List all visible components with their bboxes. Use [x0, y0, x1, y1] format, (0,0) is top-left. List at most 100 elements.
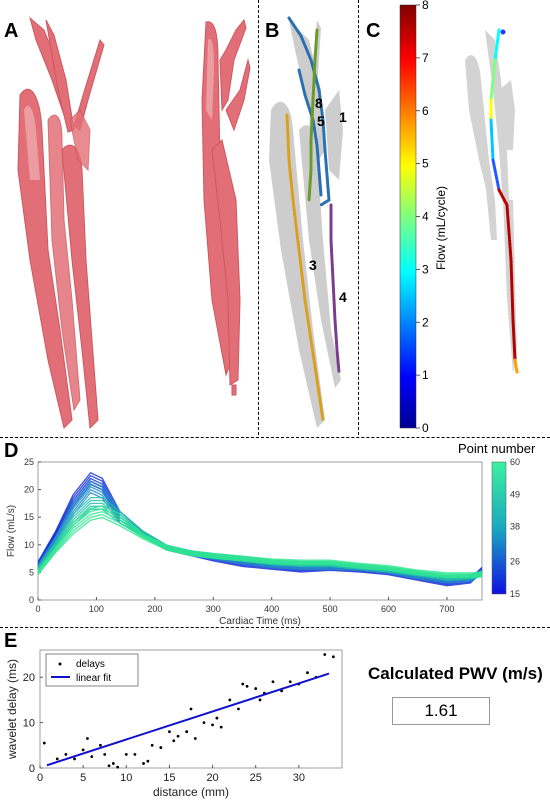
- divider-d-e: [0, 627, 550, 628]
- flow-colorbar-tick-label: 7: [422, 51, 429, 65]
- y-tick-label: 20: [23, 672, 35, 684]
- point-label-3: 3: [309, 257, 317, 273]
- flow-colorbar-tick-label: 3: [422, 262, 429, 276]
- y-tick-label: 25: [24, 457, 34, 467]
- delay-point: [116, 765, 120, 769]
- panel-label-d: D: [4, 440, 19, 462]
- x-tick-label: 5: [80, 772, 86, 784]
- delay-point: [172, 739, 176, 743]
- panel-label-a: A: [4, 20, 19, 42]
- divider-ab: [258, 0, 259, 435]
- delay-point: [150, 743, 154, 747]
- x-tick-label: 500: [323, 604, 338, 614]
- y-tick-label: 20: [24, 485, 34, 495]
- flow-curve-line: [37, 488, 483, 582]
- flow-colorbar-tick-label: 0: [422, 421, 429, 435]
- legend-delays-marker: [58, 662, 62, 666]
- panel-label-c: C: [366, 20, 381, 42]
- flow-colorbar-tick-label: 6: [422, 104, 429, 118]
- legend-delays-label: delays: [76, 659, 105, 670]
- delay-point: [215, 716, 219, 720]
- flow-colorbar-tick-label: 1: [422, 368, 429, 382]
- delay-point: [168, 730, 171, 734]
- vessel-render-a: [17, 16, 251, 430]
- y-tick-label: 10: [24, 540, 34, 550]
- delay-point: [245, 684, 249, 688]
- flow-curve-line: [37, 513, 483, 577]
- legend-fit-label: linear fit: [76, 673, 111, 684]
- delay-point: [211, 723, 214, 727]
- delay-point: [107, 764, 111, 768]
- delay-point: [103, 752, 107, 756]
- flow-curve-line: [37, 491, 483, 584]
- flow-colorbar-tick-label: 5: [422, 157, 429, 171]
- delay-point: [86, 737, 89, 740]
- point-colorbar-tick-label: 49: [510, 489, 520, 499]
- delay-point: [237, 707, 240, 711]
- flow-curve-line: [37, 516, 483, 579]
- delay-point: [73, 757, 76, 761]
- divider-top-d: [0, 437, 550, 438]
- x-tick-label: 100: [89, 604, 104, 614]
- delay-point: [159, 746, 163, 749]
- vessel-paths-b: 8 5 1 3 4: [269, 16, 347, 428]
- delay-point: [42, 741, 46, 745]
- delay-point: [288, 680, 292, 684]
- pwv-title: Calculated PWV (m/s): [368, 664, 543, 683]
- delay-point: [241, 682, 245, 686]
- pwv-value-box: 1.61: [392, 697, 490, 725]
- delay-point: [133, 752, 137, 756]
- y-axis-label: Flow (mL/s): [6, 505, 17, 557]
- flow-curve-line: [37, 505, 483, 574]
- x-tick-label: 20: [206, 772, 218, 784]
- delay-point: [219, 725, 223, 729]
- x-axis-label: distance (mm): [153, 785, 229, 799]
- flow-colorbar-label: Flow (mL/cycle): [434, 185, 448, 270]
- delay-point: [81, 748, 85, 752]
- delay-point: [64, 752, 68, 756]
- flow-colorbar-tick-label: 4: [422, 210, 429, 224]
- delay-point: [111, 762, 115, 765]
- point-colorbar-tick-label: 38: [510, 522, 520, 532]
- divider-bc: [358, 0, 359, 435]
- point-label-4: 4: [339, 289, 347, 305]
- point-label-5: 5: [317, 113, 325, 129]
- delay-point: [99, 743, 102, 747]
- x-tick-label: 25: [250, 772, 262, 784]
- delay-point: [189, 707, 193, 711]
- delay-point: [271, 680, 275, 684]
- x-axis-label: Cardiac Time (ms): [219, 616, 301, 627]
- x-tick-label: 30: [293, 772, 305, 784]
- y-axis-label: wavelet delay (ms): [5, 659, 19, 760]
- panel-label-b: B: [265, 20, 280, 42]
- legend-box: [45, 653, 139, 687]
- delay-point: [306, 671, 309, 675]
- x-tick-label: 700: [439, 604, 454, 614]
- delay-point: [185, 730, 189, 734]
- x-tick-label: 600: [381, 604, 396, 614]
- x-tick-label: 0: [35, 604, 40, 614]
- flow-colorbar-tick-label: 2: [422, 315, 429, 329]
- delay-point: [228, 698, 232, 702]
- flow-curve-line: [37, 510, 483, 576]
- point-label-8: 8: [315, 95, 323, 111]
- flow-colorbar-tick-label: 8: [422, 0, 429, 12]
- delay-point: [124, 752, 128, 756]
- point-colorbar-gradient: [491, 461, 507, 595]
- delay-point: [202, 721, 206, 725]
- delay-point: [323, 653, 327, 656]
- flow-curve-line: [37, 508, 483, 575]
- delay-point: [142, 762, 145, 765]
- flow-time-chart: 0 100 200 300 400 500 600 700 0 5 10 15 20 25 Cardiac …: [6, 457, 520, 627]
- x-tick-label: 400: [264, 604, 279, 614]
- delay-point: [90, 755, 94, 759]
- x-tick-label: 15: [163, 772, 175, 784]
- flow-colorbar-gradient: [399, 4, 417, 429]
- point-label-1: 1: [339, 109, 347, 125]
- vessel-flow-c: [465, 28, 519, 374]
- delay-point: [146, 759, 150, 763]
- x-tick-label: 200: [147, 604, 162, 614]
- y-tick-label: 0: [29, 595, 34, 605]
- point-colorbar-title: Point number: [458, 441, 536, 456]
